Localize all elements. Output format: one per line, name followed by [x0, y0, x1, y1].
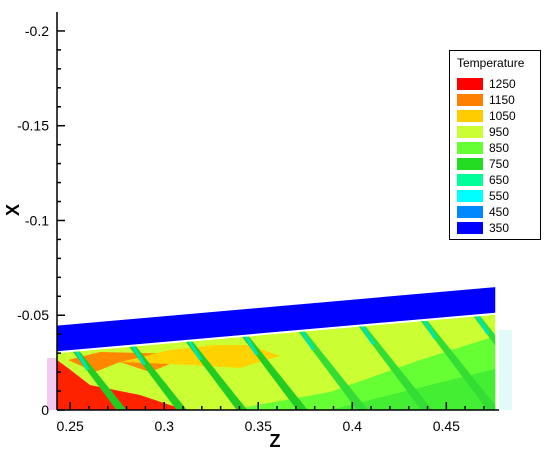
legend-label: 1250: [489, 77, 516, 91]
legend-label: 350: [489, 221, 510, 235]
legend-label: 1150: [489, 93, 515, 107]
legend-entry: 350: [457, 221, 539, 235]
legend-label: 750: [489, 157, 510, 171]
legend-swatch: [457, 158, 483, 170]
legend-entry: 950: [457, 125, 539, 139]
legend-label: 850: [489, 141, 510, 155]
cooling-streak: [420, 321, 496, 410]
legend-swatch: [457, 110, 483, 122]
x-tick-label: 0.45: [433, 418, 460, 434]
legend-entry: 1150: [457, 93, 539, 107]
legend-swatch: [457, 142, 483, 154]
coolant-jet: [422, 321, 438, 340]
legend-swatch: [457, 222, 483, 234]
legend-swatch: [457, 190, 483, 202]
cooling-streak: [242, 336, 326, 410]
cooled-wall-strip: [57, 287, 496, 352]
coolant-jet: [244, 336, 260, 355]
legend-label: 550: [489, 189, 510, 203]
legend-label: 450: [489, 205, 510, 219]
right-fringe: [499, 330, 512, 410]
y-tick-label: 0: [41, 402, 49, 418]
coolant-jet: [74, 351, 90, 370]
cooling-streak: [358, 326, 442, 410]
cooling-streak: [185, 341, 269, 410]
coolant-jet: [187, 341, 203, 360]
legend-entry: 1050: [457, 109, 539, 123]
legend-entry: 850: [457, 141, 539, 155]
coolant-jet: [475, 316, 491, 335]
legend-entry: 1250: [457, 77, 539, 91]
y-tick-label: -0.05: [17, 307, 49, 323]
legend-swatch: [457, 126, 483, 138]
x-tick-label: 0.4: [343, 418, 363, 434]
y-tick-label: -0.2: [25, 23, 49, 39]
y-tick-label: -0.1: [25, 212, 49, 228]
x-tick-label: 0.35: [245, 418, 272, 434]
legend-swatch: [457, 174, 483, 186]
field-red-region: [57, 360, 185, 410]
y-tick-label: -0.15: [17, 118, 49, 134]
x-tick-label: 0.25: [57, 418, 84, 434]
left-fringe: [47, 358, 57, 410]
legend-label: 650: [489, 173, 510, 187]
x-axis-label: Z: [270, 431, 281, 451]
legend-entry: 650: [457, 173, 539, 187]
coolant-jet: [300, 331, 316, 350]
legend-entry: 550: [457, 189, 539, 203]
legend: Temperature 1250 1150 1050 950 850 750 650 550 4…: [449, 50, 541, 240]
y-axis-label: X: [3, 204, 23, 216]
legend-title: Temperature: [457, 56, 525, 70]
legend-entry: 750: [457, 157, 539, 171]
temperature-field: [57, 314, 496, 410]
legend-label: 950: [489, 125, 510, 139]
cooling-streak: [129, 346, 213, 410]
legend-swatch: [457, 78, 483, 90]
x-tick-label: 0.3: [154, 418, 174, 434]
cooling-streak: [298, 331, 382, 410]
legend-swatch: [457, 206, 483, 218]
legend-label: 1050: [489, 109, 516, 123]
legend-swatch: [457, 94, 483, 106]
coolant-jet: [360, 326, 376, 345]
cooling-streak: [72, 351, 156, 410]
legend-entry: 450: [457, 205, 539, 219]
coolant-jet: [131, 346, 147, 365]
cooling-streak: [473, 316, 496, 410]
axes: 0.25 0.3 0.35 0.4 0.45 0 -0.05 -0.1 -0.15 -0.2: [17, 12, 499, 434]
